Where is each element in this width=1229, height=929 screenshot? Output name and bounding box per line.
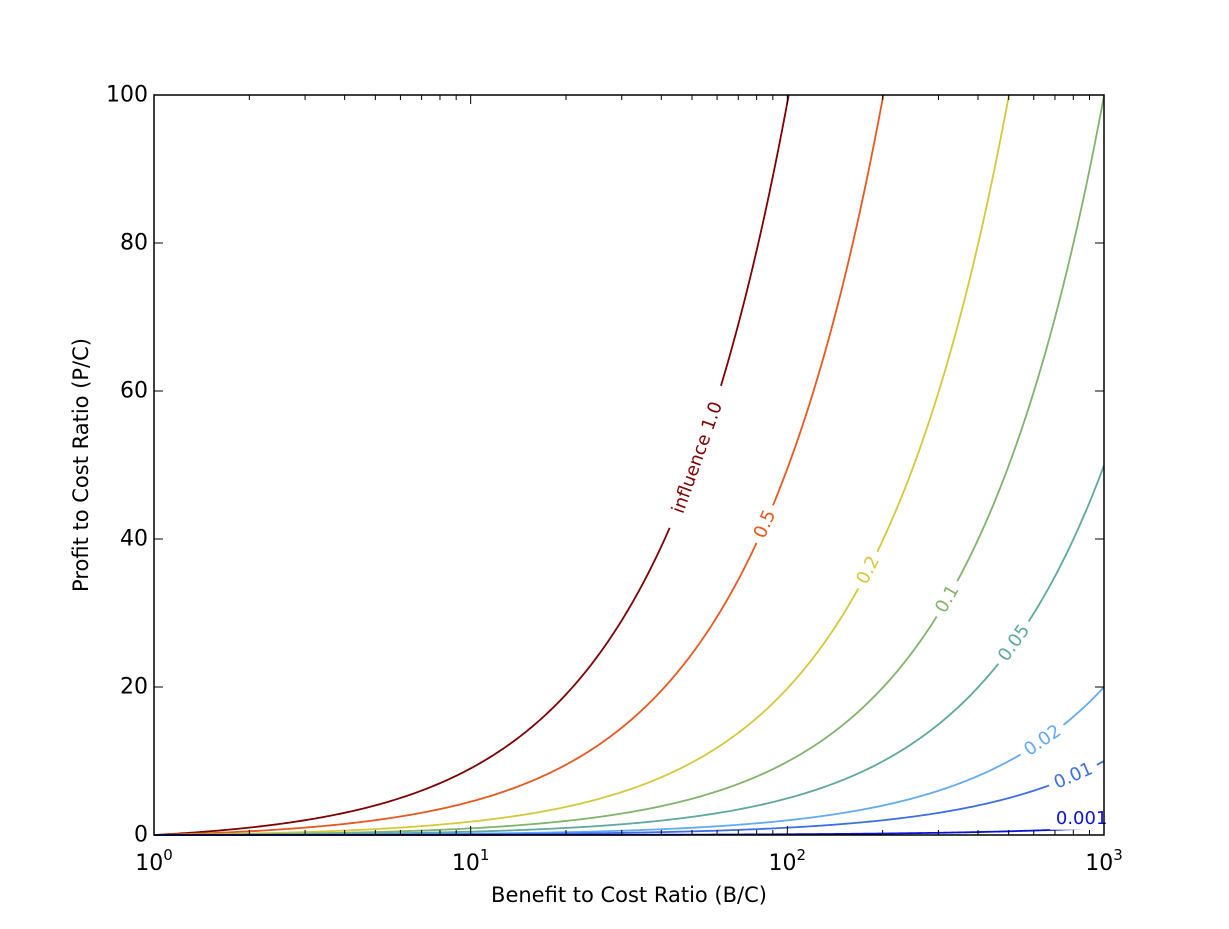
x-tick-label: 100 <box>135 846 173 876</box>
minor-ticks <box>248 95 1091 835</box>
contour-label-knockout <box>1050 807 1114 830</box>
contour-label-knockout <box>746 501 784 548</box>
x-tick-label-exponent: 2 <box>797 846 807 864</box>
plot-frame <box>153 94 1105 836</box>
x-tick-label-base: 10 <box>1085 851 1113 876</box>
contour-label-knockout <box>1045 755 1102 797</box>
y-axis-label: Profit to Cost Ratio (P/C) <box>69 338 93 592</box>
y-tick-label: 80 <box>120 231 148 256</box>
x-tick-label-base: 10 <box>452 851 480 876</box>
contour-label-knockout <box>990 615 1039 671</box>
x-tick-label: 102 <box>769 846 807 876</box>
y-tick-label: 40 <box>120 527 148 552</box>
x-tick-label: 103 <box>1085 846 1123 876</box>
x-tick-label-base: 10 <box>135 851 163 876</box>
contour-label-knockout <box>661 382 734 533</box>
x-tick-label: 101 <box>452 846 490 876</box>
y-tick-labels: 0 20 40 60 80 100 <box>106 83 148 848</box>
contour-label-knockout <box>927 575 968 623</box>
y-tick-label: 20 <box>120 675 148 700</box>
contour-label: 0.001 <box>1056 808 1108 829</box>
x-tick-label-exponent: 3 <box>1113 846 1123 864</box>
contour-label-knockout <box>848 546 888 594</box>
contour-label-knockout <box>1014 716 1071 765</box>
y-tick-label: 0 <box>134 823 148 848</box>
x-tick-labels: 100 101 102 103 <box>135 846 1123 876</box>
contour-label-group-7: 0.001 <box>1050 807 1114 830</box>
y-tick-label: 100 <box>106 83 148 108</box>
x-tick-label-exponent: 1 <box>480 846 490 864</box>
plot-area <box>154 95 1104 835</box>
y-tick-label: 60 <box>120 379 148 404</box>
x-tick-label-base: 10 <box>769 851 797 876</box>
x-axis-label: Benefit to Cost Ratio (B/C) <box>491 883 767 907</box>
x-tick-label-exponent: 0 <box>163 846 173 864</box>
